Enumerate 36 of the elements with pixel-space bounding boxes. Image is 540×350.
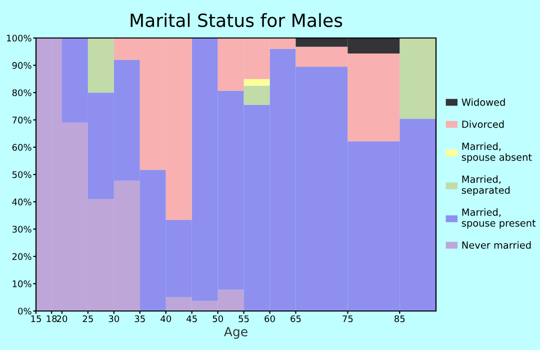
legend-label: Divorced: [462, 120, 504, 128]
y-tick-label: 0%: [18, 308, 32, 315]
x-tick-label: 45: [186, 315, 197, 322]
bar: [244, 86, 270, 105]
x-tick-label: 60: [264, 315, 275, 322]
y-tick-label: 70%: [12, 116, 32, 124]
x-tick-label: 25: [82, 315, 93, 322]
x-tick-label: 85: [394, 315, 405, 322]
x-tick-label: 75: [342, 315, 353, 322]
y-tick-label: 60%: [12, 144, 32, 151]
chart-title: Marital Status for Males: [130, 13, 342, 28]
bar: [88, 38, 114, 93]
y-tick-label: 30%: [12, 226, 32, 233]
legend-label: Never married: [462, 241, 531, 249]
y-tick-label: 40%: [12, 198, 32, 206]
x-tick-label: 40: [160, 315, 172, 322]
x-tick-label: 30: [108, 315, 120, 322]
x-tick-label: 65: [290, 315, 301, 322]
y-tick-label: 100%: [7, 34, 32, 42]
y-tick-label: 90%: [12, 62, 32, 69]
y-tick-label: 20%: [12, 253, 32, 260]
x-tick-label: 35: [134, 315, 145, 322]
y-tick-label: 10%: [12, 280, 32, 288]
x-tick-label: 20: [56, 315, 68, 322]
x-tick-label: 50: [212, 315, 223, 322]
x-axis-title: Age: [224, 327, 248, 339]
legend-label: Married, spouse present: [462, 208, 536, 229]
x-tick-label: 15: [31, 315, 41, 322]
x-tick-label: 55: [238, 315, 249, 322]
legend-label: Married, spouse absent: [462, 142, 532, 163]
y-tick-label: 50%: [12, 171, 32, 178]
legend-label: Married, separated: [462, 175, 510, 196]
y-tick-label: 80%: [12, 89, 32, 96]
legend-label: Widowed: [462, 98, 505, 106]
x-tick-label: 18: [46, 315, 57, 322]
bar: [244, 78, 270, 86]
